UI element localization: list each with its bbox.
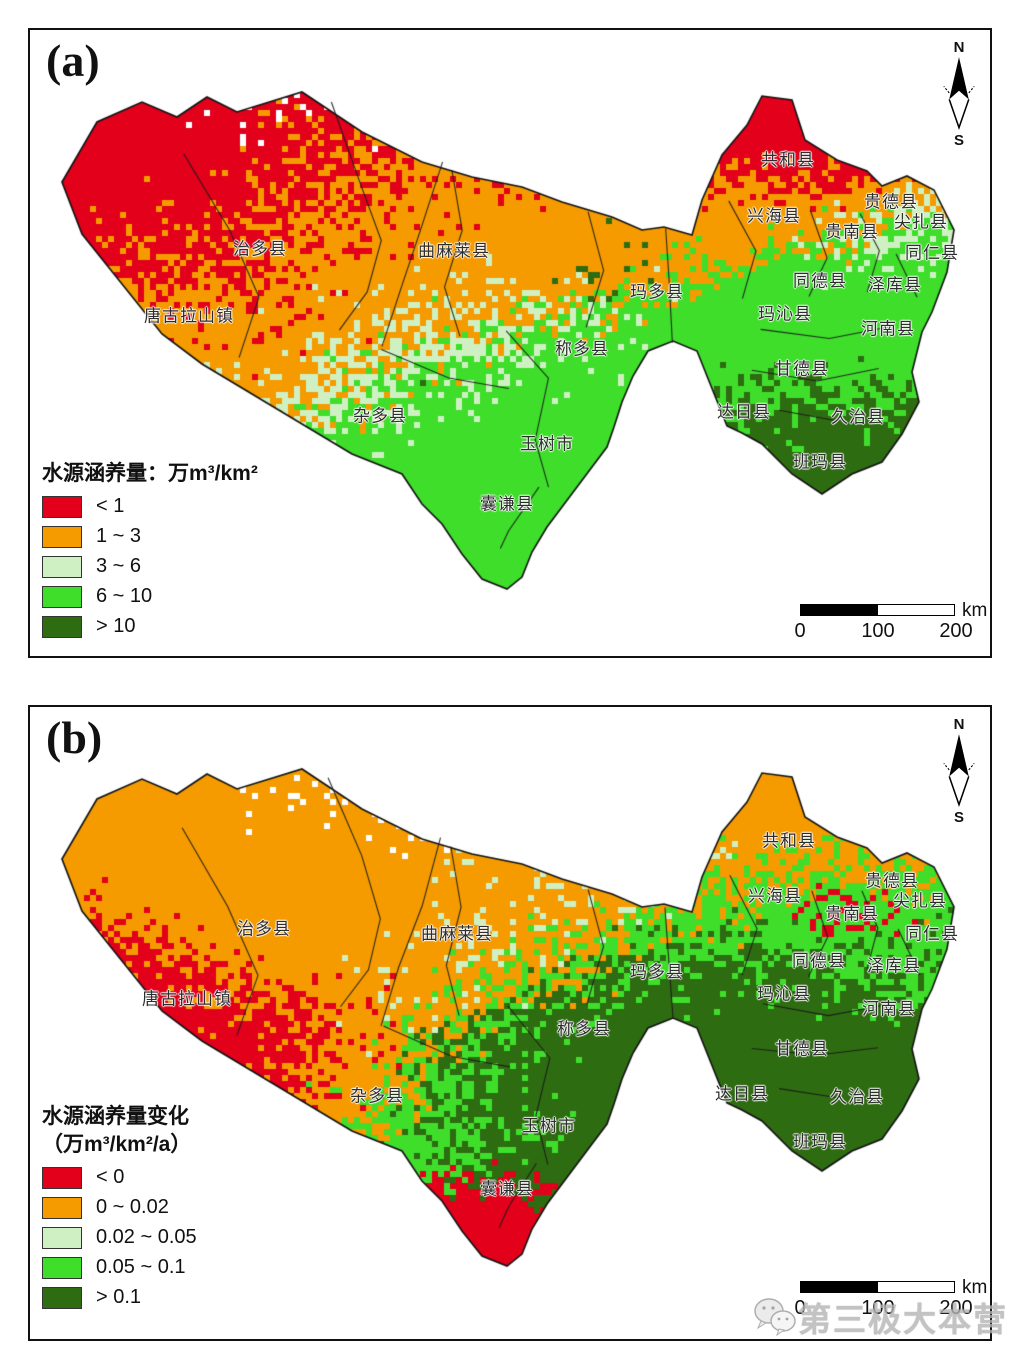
legend-item: > 0.1 [42,1286,197,1309]
panel-a-label: (a) [46,35,100,86]
legend-item: 0.02 ~ 0.05 [42,1226,197,1249]
watermark: 第三极大本营 [752,1293,1008,1341]
north-arrow: N S [928,717,990,825]
legend-swatch-orange [42,525,82,548]
scalebar-a-unit: km [962,600,988,621]
wechat-icon [754,1298,796,1337]
south-s-label: S [953,132,964,149]
scalebar-a: km 0 100 200 [794,600,1000,644]
scalebar-b: km 0 100 200 [794,1277,1000,1321]
legend-swatch-green [42,585,82,608]
legend-item-label: < 1 [96,495,125,517]
legend-a-items: < 1 1 ~ 3 3 ~ 6 6 ~ 10 > 10 [42,495,258,638]
north-arrow: N S [928,40,990,148]
legend-item-label: 6 ~ 10 [96,585,153,607]
scalebar-b-unit: km [962,1277,988,1298]
legend-swatch-pale_green [42,1226,82,1249]
panel-b-label: (b) [46,712,103,763]
legend-item-label: 0 ~ 0.02 [96,1196,169,1218]
map-b-raster [30,707,990,1339]
legend-b-title: 水源涵养量变化 [42,1105,189,1128]
legend-item-label: 0.02 ~ 0.05 [96,1226,197,1248]
legend-b: 水源涵养量变化 （万m³/km²/a） < 0 0 ~ 0.02 0.02 ~ 0.… [42,1103,197,1309]
scalebar-tick: 0 [794,1297,806,1319]
legend-item-label: 3 ~ 6 [96,555,142,577]
legend-swatch-green [42,1256,82,1279]
legend-b-items: < 0 0 ~ 0.02 0.02 ~ 0.05 0.05 ~ 0.1 > 0.1 [42,1166,197,1309]
legend-item: 0 ~ 0.02 [42,1196,197,1219]
north-n-label: N [953,39,965,56]
watermark-text: 第三极大本营 [798,1301,1008,1338]
legend-item-label: > 10 [96,615,136,637]
north-arrow-icon [943,57,975,130]
scalebar-segment-black [800,1281,878,1293]
legend-item: > 10 [42,615,258,638]
scalebar-tick: 100 [861,620,895,642]
legend-swatch-red [42,495,82,518]
scalebar-b-ticks: 0 100 200 [794,1297,1000,1321]
scalebar-tick: 100 [861,1297,895,1319]
scalebar-tick: 200 [939,620,973,642]
legend-item: < 1 [42,495,258,518]
legend-item: 3 ~ 6 [42,555,258,578]
legend-swatch-orange [42,1196,82,1219]
scalebar-segment-black [800,604,878,616]
legend-item-label: < 0 [96,1166,125,1188]
legend-b-title-units: （万m³/km²/a） [42,1133,192,1156]
legend-item: 0.05 ~ 0.1 [42,1256,197,1279]
legend-a: 水源涵养量：万m³/km² < 1 1 ~ 3 3 ~ 6 6 ~ 10 > 10 [42,460,258,638]
north-arrow-icon [943,734,975,807]
legend-item: < 0 [42,1166,197,1189]
legend-swatch-dark_green [42,1286,82,1309]
legend-item: 1 ~ 3 [42,525,258,548]
panel-a: (a) N S 治多县 曲麻莱县 唐古拉山镇 玛多县 称多县 杂多县 玉树市 囊谦县 共和县 兴海… [28,28,992,658]
scalebar-b-bar: km [800,1277,987,1298]
scalebar-segment-white [876,1281,955,1293]
scalebar-a-ticks: 0 100 200 [794,620,1000,644]
legend-swatch-red [42,1166,82,1189]
legend-item-label: 0.05 ~ 0.1 [96,1256,186,1278]
map-a-raster [30,30,990,656]
legend-swatch-pale_green [42,555,82,578]
legend-swatch-dark_green [42,615,82,638]
scalebar-tick: 0 [794,620,806,642]
scalebar-tick: 200 [939,1297,973,1319]
scalebar-segment-white [876,604,955,616]
legend-item-label: > 0.1 [96,1286,142,1308]
north-n-label: N [953,716,965,733]
legend-a-title: 水源涵养量：万m³/km² [42,462,258,485]
legend-item: 6 ~ 10 [42,585,258,608]
legend-item-label: 1 ~ 3 [96,525,142,547]
south-s-label: S [953,809,964,826]
scalebar-a-bar: km [800,600,987,621]
panel-b: (b) N S 治多县 曲麻莱县 唐古拉山镇 玛多县 称多县 杂多县 玉树市 囊谦县 共和县 兴海… [28,705,1006,1341]
